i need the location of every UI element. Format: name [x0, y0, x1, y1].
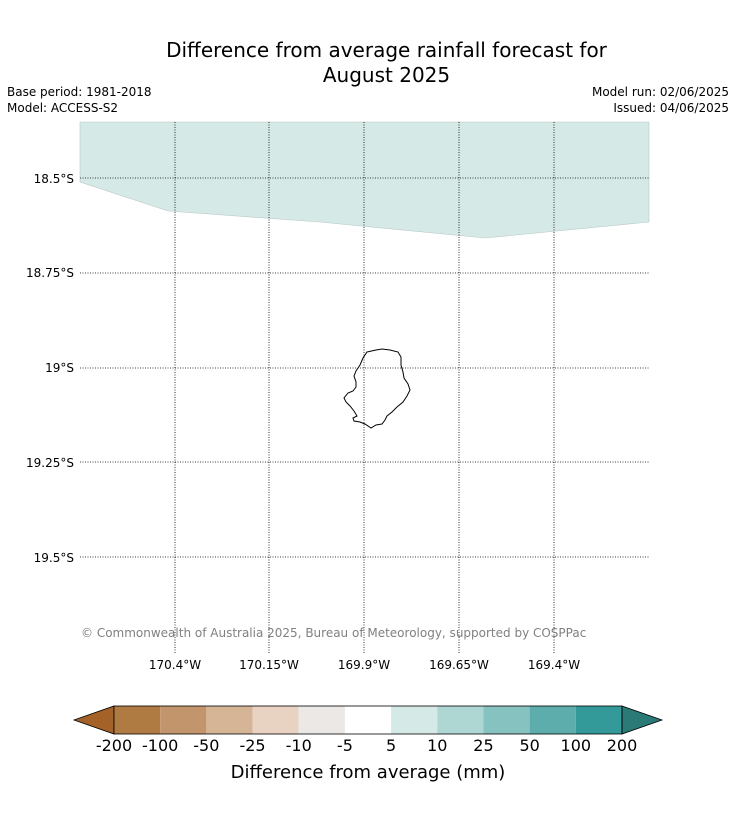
lon-label: 170.15°W: [239, 658, 299, 672]
colorbar-tick-label: 5: [386, 736, 396, 755]
meta-left: Base period: 1981-2018 Model: ACCESS-S2: [7, 84, 152, 116]
colorbar-bin: [344, 706, 392, 734]
issued-text: Issued: 04/06/2025: [613, 101, 729, 115]
colorbar-bin: [206, 706, 253, 734]
colorbar-bin: [160, 706, 207, 734]
lon-label: 169.9°W: [338, 658, 390, 672]
lat-label: 18.75°S: [26, 266, 74, 280]
colorbar-tick-label: -200: [96, 736, 132, 755]
longitude-gridlines: [174, 122, 555, 653]
colorbar-outline: [113, 705, 623, 735]
colorbar-bin: [575, 706, 622, 734]
island-outline: [343, 348, 411, 429]
lon-label: 169.65°W: [429, 658, 489, 672]
colorbar-tick-label: 200: [607, 736, 638, 755]
colorbar: -200 -100 -50 -25 -10 -5 5 10 25 50 100 200: [72, 705, 664, 755]
colorbar-bin: [483, 706, 530, 734]
colorbar-extend-low: [72, 705, 115, 735]
lat-label: 19°S: [45, 361, 74, 375]
lon-label: 169.4°W: [528, 658, 580, 672]
colorbar-tick-label: -50: [193, 736, 219, 755]
copyright-text: © Commonwealth of Australia 2025, Bureau…: [81, 626, 586, 640]
model-text: Model: ACCESS-S2: [7, 101, 119, 115]
colorbar-bin: [437, 706, 484, 734]
colorbar-tick-label: 100: [561, 736, 592, 755]
lat-label: 19.5°S: [34, 551, 74, 565]
colorbar-tick-label: 10: [427, 736, 447, 755]
chart-title-line2: August 2025: [322, 63, 451, 87]
colorbar-tick-label: 50: [519, 736, 539, 755]
colorbar-tick-label: -100: [142, 736, 178, 755]
colorbar-bin: [114, 706, 161, 734]
colorbar-title: Difference from average (mm): [231, 762, 506, 783]
chart-title: Difference from average rainfall forecas…: [0, 38, 736, 88]
lat-label: 19.25°S: [26, 456, 74, 470]
colorbar-extend-high: [621, 705, 664, 735]
colorbar-bin: [298, 706, 345, 734]
model-run-text: Model run: 02/06/2025: [591, 85, 729, 99]
lon-label: 170.4°W: [149, 658, 201, 672]
colorbar-tick-label: -5: [337, 736, 353, 755]
colorbar-bin: [252, 706, 299, 734]
shaded-rainfall-region: [79, 121, 650, 239]
colorbar-bin: [529, 706, 576, 734]
meta-right: Model run: 02/06/2025 Issued: 04/06/2025: [592, 84, 729, 116]
lat-label: 18.5°S: [34, 172, 74, 186]
colorbar-tick-label: 25: [473, 736, 493, 755]
colorbar-tick-label: -25: [239, 736, 265, 755]
colorbar-tick-label: -10: [286, 736, 312, 755]
chart-title-line1: Difference from average rainfall forecas…: [166, 38, 607, 62]
colorbar-bin: [391, 706, 438, 734]
base-period-text: Base period: 1981-2018: [7, 85, 152, 99]
